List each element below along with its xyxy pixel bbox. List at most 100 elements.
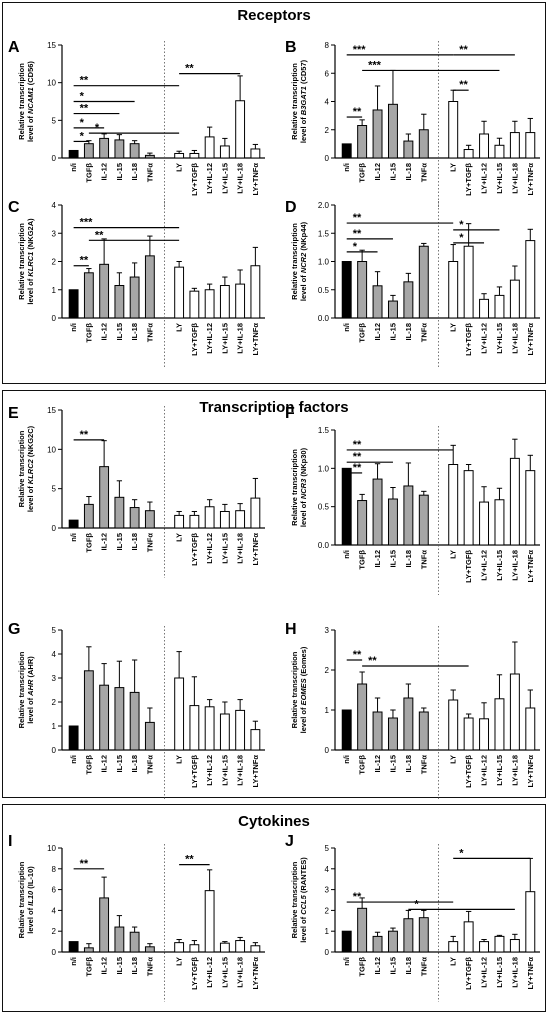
category-label: IL-12 [100,323,109,341]
y-tick-label: 2 [325,126,330,135]
y-tick-label: 0 [52,948,57,957]
bar [204,136,215,159]
bar [494,144,505,159]
panel-letter: C [8,199,20,216]
bar [144,154,155,159]
y-axis-label: Relative transcriptionlevel of AHR (AHR) [17,651,35,728]
bar [68,725,79,751]
category-label: LY [175,533,184,542]
category-label: LY+IL-15 [495,550,504,581]
category-label: LY+TNFα [251,163,260,196]
bar [174,942,185,953]
bar [357,683,368,751]
significance-label: ** [80,858,89,870]
bar [509,279,520,319]
bar [174,266,185,319]
category-label: IL-15 [388,755,397,773]
significance-label: ** [185,63,194,75]
bar [114,496,125,529]
bar [403,697,414,751]
category-label: TNFα [145,323,154,343]
bar [341,709,352,751]
category-label: IL-12 [100,755,109,773]
category-label: n/i [342,323,351,332]
category-label: LY+IL-12 [205,957,214,988]
bar [448,699,459,751]
category-label: n/i [342,755,351,764]
bar [219,942,230,953]
y-tick-label: 3 [52,229,57,238]
section-title-cytokines: Cytokines [238,813,310,830]
category-label: LY+TGFβ [190,323,199,356]
bar [235,940,246,953]
y-tick-label: 0 [52,314,57,323]
y-tick-label: 1 [325,706,330,715]
significance-label: ** [459,44,468,56]
category-label: n/i [69,163,78,172]
bar [235,510,246,529]
category-label: LY+TGFβ [464,755,473,788]
category-label: LY+TGFβ [190,755,199,788]
bar [448,464,459,546]
category-label: LY [175,957,184,966]
y-tick-label: 0 [52,524,57,533]
category-label: TGFβ [358,163,367,183]
category-label: IL-12 [100,957,109,975]
category-label: LY+TGFβ [464,323,473,356]
category-label: LY+TNFα [251,533,260,566]
category-label: IL-18 [130,755,139,773]
category-label: IL-15 [115,533,124,551]
significance-label: ** [80,103,89,115]
bar [204,289,215,319]
significance-label: * [80,130,85,142]
bar [83,670,94,751]
category-label: LY+IL-15 [220,163,229,194]
bar [525,132,536,159]
significance-label: ** [353,462,362,474]
bar [403,918,414,953]
bar [509,132,520,159]
category-label: IL-18 [404,755,413,773]
significance-label: ** [353,451,362,463]
bar [189,705,200,751]
bar [479,133,490,159]
y-tick-label: 10 [47,79,56,88]
bar [99,897,110,953]
chart-panel-d: D 0.0 0.5 1.0 1.5 2.0 Relative transcriptionle… [285,199,540,368]
panel-letter: B [285,39,297,56]
bar [479,941,490,953]
significance-label: ** [368,655,377,667]
panel-letter: A [8,39,20,56]
bar [114,687,125,751]
category-label: LY+IL-18 [236,323,245,354]
y-tick-label: 15 [47,406,56,415]
y-tick-label: 2 [52,258,57,267]
y-tick-label: 2 [325,666,330,675]
significance-label: * [353,241,358,253]
bar [525,240,536,319]
category-label: LY+IL-12 [205,323,214,354]
bar [341,467,352,546]
y-tick-label: 2.0 [318,201,330,210]
category-label: LY+IL-18 [236,533,245,564]
category-label: TNFα [419,550,428,570]
bar [372,935,383,953]
category-label: LY+IL-15 [220,323,229,354]
bar [494,698,505,751]
category-label: LY [175,163,184,172]
category-label: IL-18 [130,323,139,341]
significance-label: *** [353,44,367,56]
y-tick-label: 1 [325,927,330,936]
category-label: TGFβ [84,533,93,553]
category-label: IL-12 [373,957,382,975]
y-tick-label: 1 [52,722,57,731]
y-tick-label: 3 [325,886,330,895]
category-label: LY+TGFβ [464,550,473,583]
bar [509,673,520,751]
significance-label: ** [353,106,362,118]
y-tick-label: 1.0 [318,258,330,267]
y-axis-label: Relative transcriptionlevel of KLRC2 (NK… [17,425,35,512]
bar [448,101,459,159]
category-label: TGFβ [358,550,367,570]
